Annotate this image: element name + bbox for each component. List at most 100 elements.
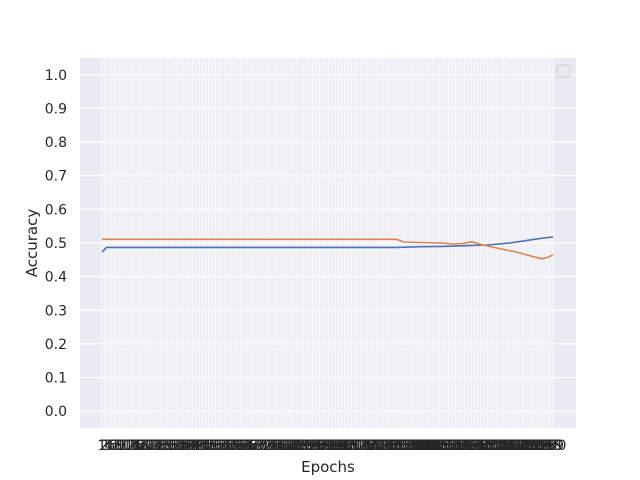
x-tick-label: 196 xyxy=(531,438,558,454)
x-tick-label: 128 xyxy=(376,438,403,454)
y-tick-label: 0.8 xyxy=(45,135,67,151)
x-tick-label: 33 xyxy=(166,438,184,454)
series-line-1 xyxy=(101,236,554,253)
x-tick-label: 162 xyxy=(454,438,481,454)
x-tick-label: 106 xyxy=(327,438,354,454)
x-tick-label: 115 xyxy=(347,438,374,454)
x-tick-label: 111 xyxy=(338,438,365,454)
x-tick-label: 82 xyxy=(277,438,295,454)
x-tick-label: 72 xyxy=(254,438,272,454)
x-tick-label: 154 xyxy=(435,438,462,454)
x-tick-label: 78 xyxy=(268,438,286,454)
x-tick-label: 119 xyxy=(356,438,383,454)
y-tick-label: 0.5 xyxy=(45,236,67,252)
x-tick-label: 16 xyxy=(127,438,145,454)
x-tick-label: 77 xyxy=(265,438,283,454)
x-tick-label: 36 xyxy=(172,438,190,454)
x-tick-label: 32 xyxy=(163,438,181,454)
x-tick-label: 101 xyxy=(315,438,342,454)
x-tick-label: 135 xyxy=(392,438,419,454)
x-tick-label: 7 xyxy=(111,438,120,454)
x-tick-label: 76 xyxy=(263,438,281,454)
x-tick-label: 21 xyxy=(138,438,156,454)
x-tick-label: 155 xyxy=(438,438,465,454)
x-tick-label: 113 xyxy=(342,438,369,454)
x-tick-label: 13 xyxy=(120,438,138,454)
x-tick-label: 34 xyxy=(168,438,186,454)
x-tick-label: 48 xyxy=(200,438,218,454)
x-tick-label: 142 xyxy=(408,438,435,454)
x-tick-label: 130 xyxy=(381,438,408,454)
x-tick-label: 44 xyxy=(191,438,209,454)
x-axis-title: Epochs xyxy=(301,458,355,476)
x-tick-label: 187 xyxy=(510,438,537,454)
x-tick-label: 75 xyxy=(261,438,279,454)
x-tick-label: 47 xyxy=(197,438,215,454)
x-tick-label: 108 xyxy=(331,438,358,454)
x-tick-label: 199 xyxy=(537,438,564,454)
x-tick-label: 177 xyxy=(488,438,515,454)
x-tick-label: 136 xyxy=(395,438,422,454)
x-tick-label: 26 xyxy=(150,438,168,454)
x-tick-label: 24 xyxy=(145,438,163,454)
x-tick-label: 133 xyxy=(388,438,415,454)
x-tick-label: 175 xyxy=(483,438,510,454)
x-tick-label: 95 xyxy=(306,438,324,454)
x-tick-label: 88 xyxy=(290,438,308,454)
x-tick-label: 65 xyxy=(238,438,256,454)
x-tick-label: 51 xyxy=(206,438,224,454)
x-tick-label: 50 xyxy=(204,438,222,454)
y-tick-label: 0.3 xyxy=(45,303,67,319)
x-tick-label: 134 xyxy=(390,438,417,454)
x-tick-label: 5 xyxy=(107,438,116,454)
x-tick-label: 174 xyxy=(481,438,508,454)
x-tick-label: 99 xyxy=(315,438,333,454)
x-tick-label: 158 xyxy=(444,438,471,454)
x-tick-label: 68 xyxy=(245,438,263,454)
x-tick-label: 149 xyxy=(424,438,451,454)
x-tick-label: 43 xyxy=(188,438,206,454)
x-tick-label: 173 xyxy=(478,438,505,454)
x-tick-label: 67 xyxy=(243,438,261,454)
x-tick-label: 80 xyxy=(272,438,290,454)
x-tick-label: 117 xyxy=(352,438,379,454)
legend-box xyxy=(556,64,571,78)
x-tick-label: 141 xyxy=(406,438,433,454)
x-tick-label: 189 xyxy=(515,438,542,454)
x-tick-label: 103 xyxy=(320,438,347,454)
x-tick-label: 17 xyxy=(129,438,147,454)
x-tick-label: 151 xyxy=(429,438,456,454)
x-tick-label: 90 xyxy=(295,438,313,454)
y-tick-label: 0.4 xyxy=(45,270,67,286)
x-tick-label: 145 xyxy=(415,438,442,454)
x-tick-label: 194 xyxy=(526,438,553,454)
x-tick-label: 188 xyxy=(512,438,539,454)
x-tick-label: 79 xyxy=(270,438,288,454)
x-tick-label: 89 xyxy=(293,438,311,454)
y-tick-label: 0.7 xyxy=(45,169,67,185)
x-tick-label: 8 xyxy=(113,438,122,454)
x-tick-label: 3 xyxy=(102,438,111,454)
x-tick-label: 100 xyxy=(313,438,340,454)
x-tick-label: 58 xyxy=(222,438,240,454)
y-tick-label: 1.0 xyxy=(45,68,67,84)
x-tick-label: 190 xyxy=(517,438,544,454)
x-tick-label: 125 xyxy=(370,438,397,454)
x-tick-label: 86 xyxy=(286,438,304,454)
y-tick-label: 0.9 xyxy=(45,101,67,117)
x-tick-label: 126 xyxy=(372,438,399,454)
x-tick-label: 185 xyxy=(506,438,533,454)
x-tick-label: 121 xyxy=(361,438,388,454)
x-tick-label: 164 xyxy=(458,438,485,454)
x-tick-label: 160 xyxy=(449,438,476,454)
x-tick-label: 64 xyxy=(236,438,254,454)
x-tick-label: 14 xyxy=(123,438,141,454)
x-tick-label: 161 xyxy=(451,438,478,454)
x-tick-label: 127 xyxy=(374,438,401,454)
x-tick-label: 6 xyxy=(109,438,118,454)
x-tick-label: 167 xyxy=(465,438,492,454)
x-tick-label: 172 xyxy=(476,438,503,454)
x-tick-label: 22 xyxy=(141,438,159,454)
x-tick-label: 124 xyxy=(367,438,394,454)
